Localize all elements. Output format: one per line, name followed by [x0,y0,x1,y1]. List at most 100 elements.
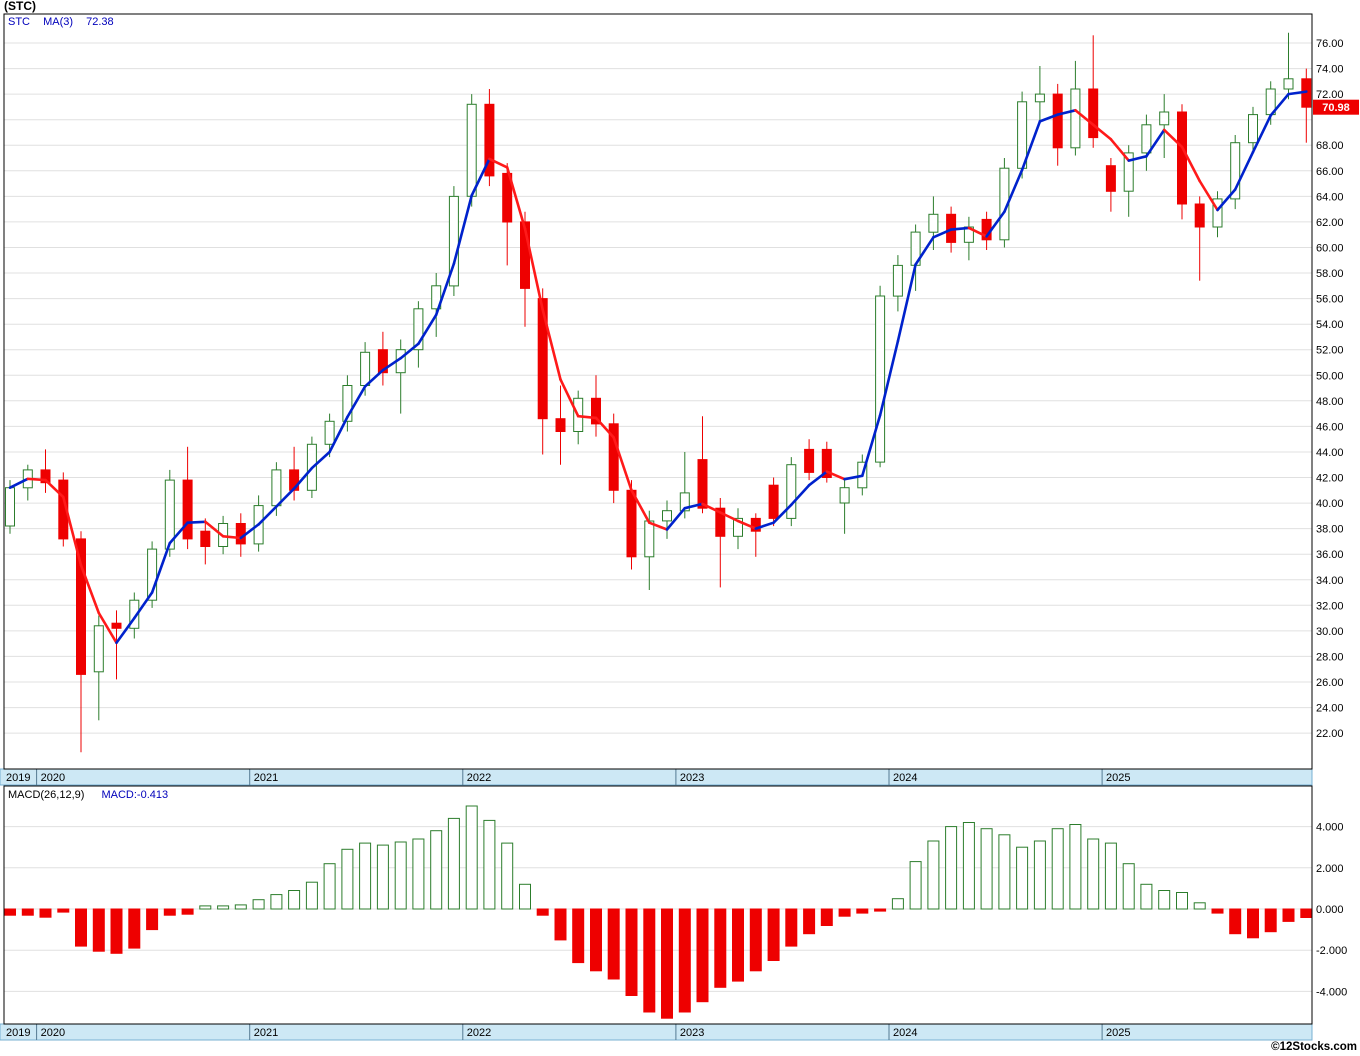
ma-line-segment [807,470,829,487]
macd-bar [163,908,176,916]
ma-line-segment [275,487,296,508]
ma-line-segment [79,563,101,615]
ma-line-segment [878,339,900,417]
candle-body [342,385,353,422]
candle-body [413,308,424,351]
macd-bar [430,830,443,910]
ma-line-segment [594,416,616,439]
macd-bar [181,908,194,915]
candle-body [537,298,548,420]
ma-line-segment [61,495,83,567]
ma-line-segment [363,368,385,388]
price-axis-label: 30.00 [1316,626,1344,638]
macd-bar [4,908,16,916]
price-axis-label: 50.00 [1316,370,1344,382]
candle-body [733,517,743,537]
candle-body [1230,142,1241,200]
ma-line-segment [328,415,349,454]
year-label: 2019 [6,1027,30,1039]
ma-line-segment [239,523,260,540]
price-axis-label: 54.00 [1316,319,1344,331]
ma-line-segment [559,378,580,418]
macd-bar [39,908,52,918]
ma-line-segment [860,413,882,478]
price-axis-label: 34.00 [1316,575,1344,587]
candle-body [129,599,140,629]
macd-value: MACD:-0.413 [101,789,169,801]
macd-bar [501,842,514,910]
macd-bar [749,908,762,972]
candle-body [182,479,193,540]
ma-line-segment [115,616,136,645]
candle-body [502,172,513,223]
macd-bar [554,908,567,941]
candle-body [40,469,51,484]
price-axis-label: 22.00 [1316,728,1344,740]
ma-line-segment [1162,128,1184,149]
candle-body [76,538,86,675]
macd-bar [1300,908,1313,918]
macd-bar [252,899,265,910]
candle-body [466,103,477,197]
ma-line-segment [932,228,953,239]
price-plot-border [3,13,1313,770]
candle-body [1123,152,1134,192]
price-axis-label: 66.00 [1316,166,1344,178]
macd-bar [341,848,354,910]
macd-bar [696,908,709,1003]
ma-line-segment [1074,109,1095,127]
candle-body [750,517,761,532]
ma-line-segment [1091,123,1113,141]
candle-body [111,622,122,629]
ma-line-segment [772,503,793,525]
macd-bar [838,908,851,917]
year-label: 2022 [467,1027,491,1039]
macd-bar [1158,890,1171,910]
ma-line-segment [1180,145,1201,183]
last-price-badge [1313,99,1359,115]
price-axis-label: 32.00 [1316,600,1344,612]
price-axis-label: 28.00 [1316,651,1344,663]
ma-line-segment [204,520,225,538]
ma-line-segment [576,414,598,420]
last-price-badge-text: 70.98 [1322,102,1350,114]
price-axis-label: 56.00 [1316,294,1344,306]
ma-line-segment [1056,109,1077,116]
candle-body [1248,114,1258,144]
macd-axis-label: 4.000 [1316,822,1344,834]
macd-bar [21,908,34,916]
price-axis-label: 52.00 [1316,345,1344,357]
ma-line-segment [1038,113,1059,123]
candle-body [697,459,708,509]
price-axis-label: 68.00 [1316,140,1344,152]
ma-line-segment [44,478,65,499]
macd-bar [128,908,141,949]
candle-body [892,264,903,297]
candle-body [1141,124,1152,154]
candle-body [1105,165,1116,192]
ma-line-segment [1198,179,1219,212]
macd-bar [146,908,159,931]
price-axis-label: 42.00 [1316,473,1344,485]
year-label: 2024 [893,1027,917,1039]
ma-line-segment [754,521,775,530]
ma-line-segment [718,511,740,523]
macd-bar [305,881,318,910]
candle-body [821,448,832,478]
candle-body [715,507,726,537]
macd-bar [803,908,816,935]
year-label: 2020 [41,1027,65,1039]
ma-line-segment [168,521,189,545]
macd-bar [962,822,975,910]
macd-bar [75,908,87,947]
ma-line-segment [346,385,367,419]
macd-bar [927,840,940,910]
year-label: 2019 [6,772,30,784]
ma-line-segment [665,506,687,531]
candle-body [324,420,335,445]
year-label: 2025 [1106,1027,1130,1039]
macd-bar [820,908,833,926]
candle-body [839,487,850,504]
macd-bar [874,908,887,912]
price-legend: STC MA(3) 72.38 [8,16,124,28]
